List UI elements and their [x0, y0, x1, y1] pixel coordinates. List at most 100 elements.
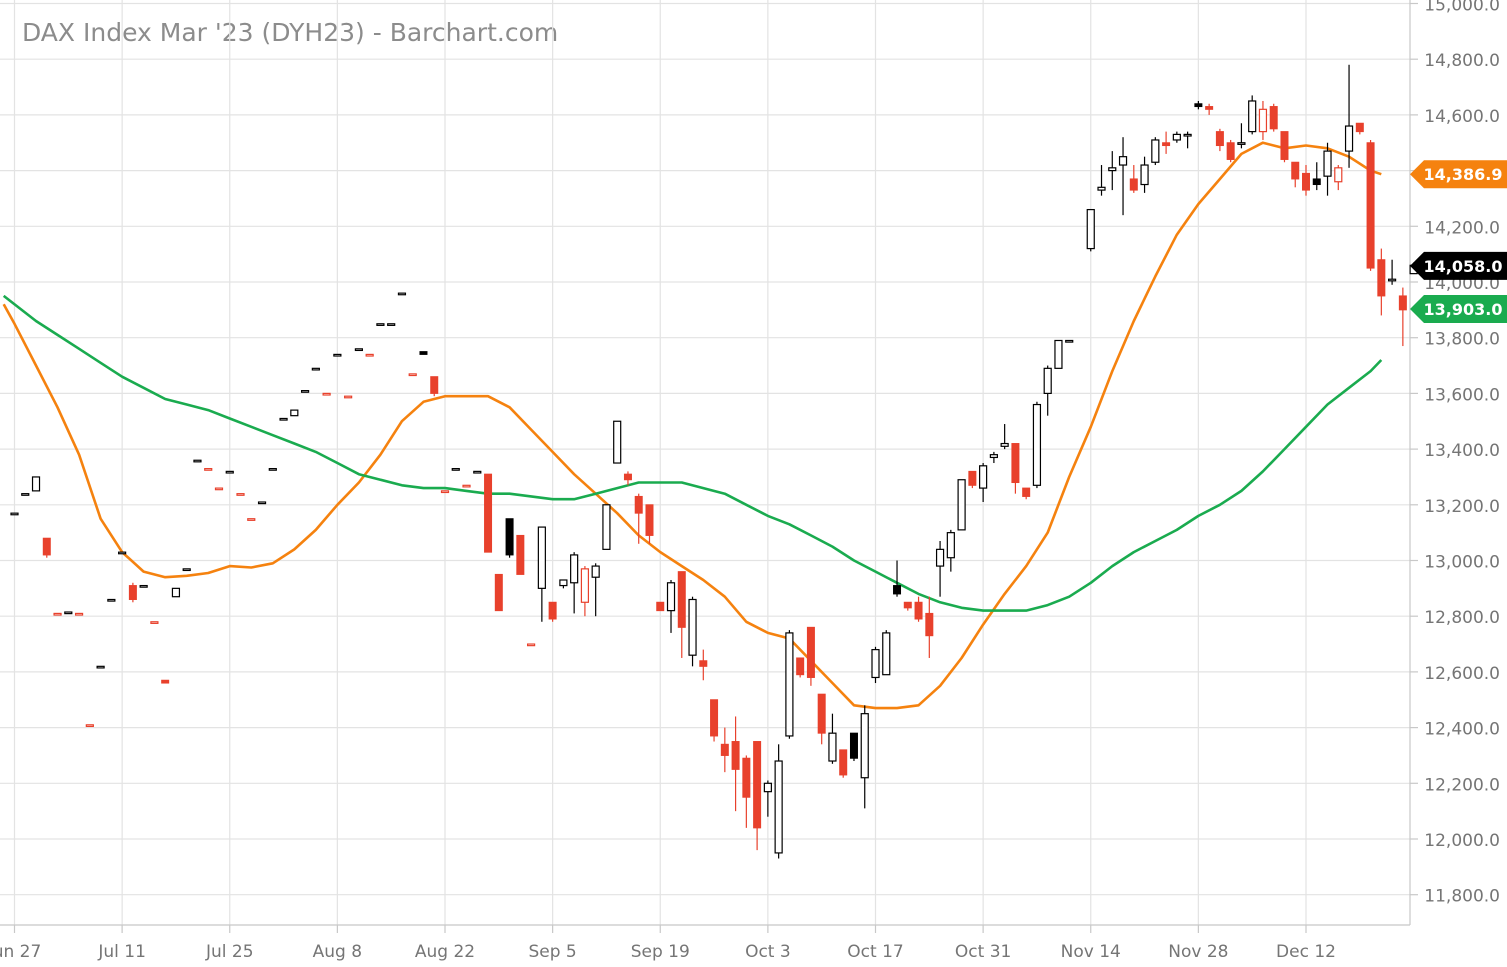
candle-body [1323, 150, 1332, 177]
candle [139, 584, 148, 588]
candle [559, 579, 568, 589]
candle-body [1258, 108, 1268, 133]
candle [1172, 131, 1181, 143]
candle [666, 579, 676, 633]
candle [1011, 443, 1020, 494]
candle-body [31, 476, 41, 492]
candle-body [1205, 106, 1214, 110]
candle-body [1000, 442, 1009, 447]
candle [1334, 165, 1343, 191]
candle-body [322, 392, 331, 396]
candle-body [677, 571, 686, 628]
candle-body [150, 621, 159, 624]
price-tag-shape [1410, 160, 1507, 189]
candle [1226, 139, 1235, 163]
candle [753, 741, 762, 851]
candle [419, 351, 428, 355]
candle [408, 373, 417, 377]
candle [150, 621, 159, 624]
candle [580, 566, 590, 617]
candle-body [311, 367, 320, 371]
candle-body [387, 323, 396, 326]
x-tick-label: Aug 22 [415, 942, 475, 962]
candle [333, 353, 342, 357]
candle [699, 649, 708, 681]
candle-body [290, 409, 299, 417]
candle [1258, 100, 1268, 140]
candle-body [1355, 122, 1364, 133]
candle-body [1118, 156, 1128, 166]
candle [300, 390, 310, 393]
candle [236, 493, 245, 496]
price-tag-shape [1410, 295, 1507, 324]
candle [1248, 95, 1257, 135]
x-tick-label: Nov 28 [1168, 942, 1228, 962]
candle [473, 470, 482, 474]
candle [1291, 161, 1300, 188]
candle [516, 534, 525, 575]
candle [656, 601, 665, 612]
candle [1118, 137, 1128, 216]
candle-body [1011, 443, 1020, 484]
candle-body [225, 470, 234, 474]
candle [1398, 287, 1407, 347]
y-tick-label: 12,400.0 [1424, 720, 1500, 740]
candle-body [236, 493, 245, 496]
candle [128, 582, 137, 603]
candle-body [935, 548, 945, 567]
candle-body [1065, 339, 1074, 343]
candle-body [279, 417, 288, 421]
candle [688, 596, 697, 667]
y-tick-label: 14,600.0 [1424, 107, 1500, 127]
candle-body [796, 657, 805, 676]
x-tick-label: Sep 5 [528, 942, 576, 962]
candle-body [1151, 139, 1160, 163]
x-tick-label: Oct 17 [847, 942, 903, 962]
candle [74, 612, 84, 616]
candle [1302, 165, 1310, 196]
candle [42, 537, 51, 558]
y-tick-label: 14,200.0 [1424, 218, 1500, 238]
candle-body [763, 782, 772, 793]
x-axis: Jun 27 Jul 11 Jul 25 Aug 8 Aug 22 Sep 5 Sep 19… [0, 942, 1336, 962]
candle [763, 780, 772, 817]
candle-body [785, 632, 794, 737]
y-tick-label: 13,800.0 [1424, 330, 1500, 350]
candle-body [839, 749, 848, 776]
candle [979, 463, 988, 503]
candle [53, 612, 62, 616]
candle-body [430, 376, 439, 394]
candle-body [1237, 142, 1246, 145]
candle [1022, 487, 1031, 500]
candle [311, 367, 320, 371]
moving-average-lines [2, 141, 1383, 710]
candle-body [214, 487, 224, 491]
candle [182, 568, 191, 572]
candle [494, 573, 503, 612]
candle-body [720, 743, 729, 756]
candle [204, 467, 213, 471]
candle [268, 467, 277, 471]
y-tick-label: 15,000.0 [1424, 0, 1500, 16]
y-tick-label: 12,800.0 [1424, 608, 1500, 628]
candle-body [591, 565, 600, 578]
candle [64, 611, 73, 615]
candle [806, 626, 815, 686]
candle [1086, 208, 1095, 252]
candle [623, 471, 632, 486]
candle-body [806, 626, 815, 678]
candle [774, 744, 783, 859]
candle-body [946, 532, 955, 559]
orange-price-tag: 14,386.9 [1410, 160, 1507, 189]
candle [785, 630, 794, 739]
candle-body [860, 713, 869, 779]
candle [31, 476, 41, 492]
candle-body [613, 420, 622, 464]
candle-body [182, 568, 191, 572]
candle [1269, 103, 1278, 132]
price-tags: 14,386.9 14,058.0 13,903.0 [1410, 160, 1507, 324]
candle [1162, 131, 1171, 154]
candle [710, 699, 719, 742]
candle [376, 323, 385, 326]
candle-body [118, 551, 127, 555]
